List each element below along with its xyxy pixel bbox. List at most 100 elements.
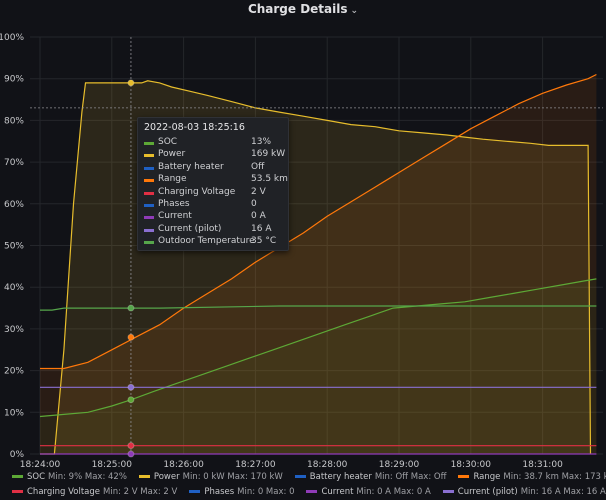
series-swatch bbox=[144, 166, 154, 170]
x-tick-label: 18:24:00 bbox=[20, 460, 61, 470]
legend-label: SOC bbox=[27, 472, 46, 482]
legend-color-swatch bbox=[12, 490, 23, 493]
hover-point bbox=[127, 383, 135, 391]
series-swatch bbox=[144, 204, 154, 207]
y-tick-label: 100% bbox=[0, 33, 24, 43]
y-tick-label: 60% bbox=[4, 200, 24, 210]
legend-stats: Min: 38.7 km Max: 173 km bbox=[503, 472, 606, 482]
legend-item[interactable]: Range Min: 38.7 km Max: 173 km bbox=[458, 470, 606, 484]
legend-color-swatch bbox=[458, 475, 470, 478]
tooltip-row: Power 169 kW bbox=[144, 149, 285, 161]
hover-point bbox=[127, 79, 135, 87]
y-tick-label: 90% bbox=[4, 75, 24, 85]
legend-color-swatch bbox=[294, 475, 306, 478]
legend-color-swatch bbox=[138, 475, 150, 478]
tooltip-row: SOC 13% bbox=[144, 137, 284, 149]
x-tick-label: 18:31:00 bbox=[522, 460, 563, 470]
legend-stats: Min: 9% Max: 42% bbox=[48, 472, 127, 482]
y-tick-label: 70% bbox=[4, 158, 24, 168]
legend-label: Range bbox=[473, 472, 501, 482]
legend-item[interactable]: Current Min: 0 A Max: 0 A bbox=[306, 485, 431, 499]
tooltip-series-name: Charging Voltage bbox=[158, 186, 236, 197]
legend-item[interactable]: Battery heater Min: Off Max: Off bbox=[294, 470, 447, 484]
x-tick-label: 18:29:00 bbox=[379, 460, 420, 470]
hover-point bbox=[127, 304, 135, 312]
crosshair bbox=[30, 37, 603, 454]
y-axis: 0% 10% 20% 30% 40% 50% 60% 70% 80% 90% 100% bbox=[0, 33, 24, 460]
legend-item[interactable]: Power Min: 0 kW Max: 170 kW bbox=[138, 470, 283, 484]
legend-stats: Min: 0 kW Max: 170 kW bbox=[182, 472, 283, 482]
series-fills bbox=[40, 74, 597, 455]
tooltip-series-value: 2 V bbox=[251, 186, 266, 197]
panel-title[interactable]: Charge Details ⌄ bbox=[0, 2, 606, 16]
tooltip-series-name: Phases bbox=[158, 199, 190, 209]
y-tick-label: 80% bbox=[4, 116, 24, 126]
tooltip-series-value: 53.5 km bbox=[251, 174, 288, 185]
tooltip-row: Range 53.5 km bbox=[144, 174, 288, 186]
series-swatch bbox=[144, 154, 154, 158]
legend-row: Charging Voltage Min: 2 V Max: 2 V Phases M… bbox=[12, 485, 606, 500]
tooltip-row: Charging Voltage 2 V bbox=[144, 187, 284, 199]
tooltip-series-value: 13% bbox=[251, 137, 272, 147]
tooltip-series-name: SOC bbox=[158, 137, 178, 147]
series-swatch bbox=[144, 228, 154, 232]
legend-stats: Min: 16 A Max: 16 A bbox=[520, 487, 606, 497]
legend-item[interactable]: Current (pilot) Min: 16 A Max: 16 A bbox=[442, 485, 606, 499]
series-swatch bbox=[144, 241, 154, 245]
tooltip-row: Outdoor Temperature 35 °C bbox=[144, 236, 284, 248]
tooltip-series-value: 35 °C bbox=[251, 236, 277, 247]
tooltip-row: Battery heater Off bbox=[144, 162, 284, 174]
tooltip-series-name: Battery heater bbox=[158, 161, 224, 172]
y-tick-label: 40% bbox=[4, 283, 24, 293]
legend-label: Charging Voltage bbox=[27, 487, 101, 497]
legend-label: Phases bbox=[204, 487, 235, 497]
tooltip-row: Current 0 A bbox=[144, 211, 284, 223]
x-tick-label: 18:30:00 bbox=[451, 460, 492, 470]
legend-label: Power bbox=[153, 472, 180, 482]
legend-item[interactable]: Phases Min: 0 Max: 0 bbox=[189, 485, 294, 499]
tooltip-series-value: 0 A bbox=[251, 211, 266, 222]
legend-item[interactable]: Charging Voltage Min: 2 V Max: 2 V bbox=[12, 485, 177, 499]
legend-row: SOC Min: 9% Max: 42% Power Min: 0 kW Max: 1… bbox=[12, 470, 606, 485]
y-tick-label: 30% bbox=[4, 325, 24, 335]
legend-stats: Min: 0 Max: 0 bbox=[237, 487, 295, 497]
tooltip-row: Phases 0 bbox=[144, 199, 284, 211]
series-swatch bbox=[144, 191, 154, 195]
x-tick-label: 18:25:00 bbox=[92, 460, 133, 470]
panel-title-text: Charge Details bbox=[247, 2, 348, 16]
legend-label: Battery heater bbox=[309, 472, 372, 482]
chevron-down-icon[interactable]: ⌄ bbox=[350, 6, 359, 16]
x-tick-label: 18:27:00 bbox=[235, 460, 276, 470]
series-line-range bbox=[40, 73, 597, 370]
tooltip-series-name: Current (pilot) bbox=[158, 223, 222, 234]
legend: SOC Min: 9% Max: 42% Power Min: 0 kW Max: 1… bbox=[12, 470, 606, 500]
y-tick-label: 0% bbox=[10, 450, 25, 460]
legend-label: Current (pilot) bbox=[457, 487, 518, 497]
legend-color-swatch bbox=[442, 490, 454, 493]
legend-item[interactable]: SOC Min: 9% Max: 42% bbox=[12, 470, 127, 484]
series-swatch bbox=[144, 216, 154, 220]
legend-color-swatch bbox=[189, 490, 201, 493]
hover-point bbox=[127, 396, 135, 404]
tooltip-row: Current (pilot) 16 A bbox=[144, 224, 284, 236]
y-tick-label: 50% bbox=[4, 242, 24, 252]
legend-stats: Min: 2 V Max: 2 V bbox=[103, 487, 178, 497]
legend-stats: Min: Off Max: Off bbox=[374, 472, 447, 482]
tooltip-series-name: Power bbox=[158, 149, 186, 160]
series-fill-range bbox=[40, 74, 597, 454]
tooltip-series-value: Off bbox=[251, 161, 265, 172]
x-tick-label: 18:28:00 bbox=[307, 460, 348, 470]
hover-point bbox=[127, 442, 135, 450]
series-swatch bbox=[144, 179, 154, 183]
series-line-temp bbox=[40, 305, 597, 311]
tooltip-series-value: 0 bbox=[251, 199, 257, 209]
series-swatch bbox=[144, 142, 154, 145]
tooltip-series-name: Outdoor Temperature bbox=[158, 236, 255, 247]
legend-color-swatch bbox=[12, 475, 23, 478]
tooltip-time: 2022-08-03 18:25:16 bbox=[144, 122, 245, 133]
legend-label: Current bbox=[321, 487, 354, 497]
chart-grid bbox=[30, 36, 603, 455]
x-axis: 18:24:00 18:25:00 18:26:00 18:27:00 18:28:00… bbox=[20, 460, 563, 470]
chart-area[interactable]: 0% 10% 20% 30% 40% 50% 60% 70% 80% 90% 100% 18:24:… bbox=[0, 0, 606, 470]
y-tick-label: 10% bbox=[4, 408, 24, 418]
